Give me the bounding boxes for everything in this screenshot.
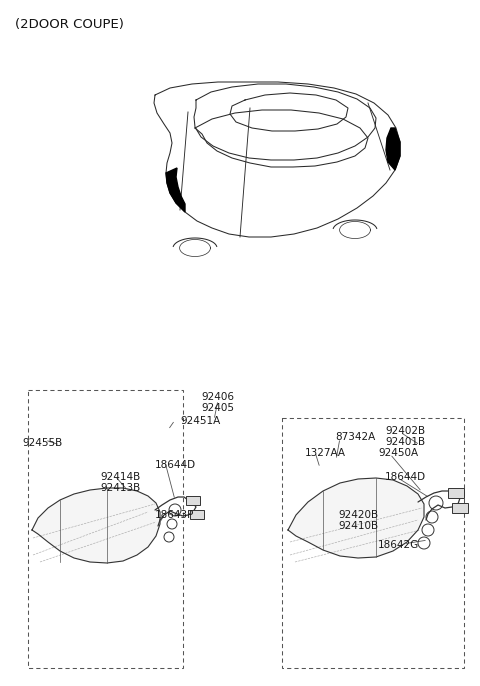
Text: 92450A: 92450A <box>378 448 418 458</box>
Text: 18643P: 18643P <box>155 510 194 520</box>
Polygon shape <box>166 168 185 212</box>
Text: 18642G: 18642G <box>378 540 419 550</box>
Polygon shape <box>32 488 160 563</box>
Text: (2DOOR COUPE): (2DOOR COUPE) <box>15 18 124 31</box>
Text: 18644D: 18644D <box>385 472 426 482</box>
Text: 92455B: 92455B <box>22 438 62 448</box>
Bar <box>448 488 464 498</box>
Text: 92414B
92413B: 92414B 92413B <box>100 472 140 493</box>
Polygon shape <box>288 478 424 558</box>
Text: 1327AA: 1327AA <box>305 448 346 458</box>
Text: 18644D: 18644D <box>155 460 196 470</box>
Bar <box>28 390 183 668</box>
Text: 92402B
92401B: 92402B 92401B <box>385 426 425 447</box>
Bar <box>190 510 204 519</box>
Text: 92451A: 92451A <box>180 416 220 426</box>
Text: 92420B
92410B: 92420B 92410B <box>338 510 378 531</box>
Bar <box>186 496 200 505</box>
Text: 87342A: 87342A <box>335 432 375 442</box>
Polygon shape <box>386 128 400 170</box>
Text: 92406
92405: 92406 92405 <box>202 392 235 413</box>
Bar <box>282 418 464 668</box>
Bar <box>452 503 468 513</box>
